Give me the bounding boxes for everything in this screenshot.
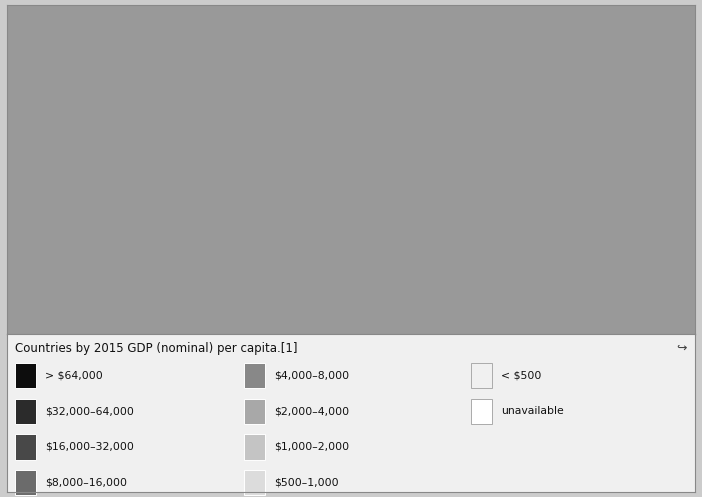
Bar xyxy=(15,434,36,460)
Text: $16,000–32,000: $16,000–32,000 xyxy=(45,442,134,452)
Text: $500–1,000: $500–1,000 xyxy=(274,478,338,488)
Bar xyxy=(244,434,265,460)
Text: $32,000–64,000: $32,000–64,000 xyxy=(45,407,134,416)
Text: $4,000–8,000: $4,000–8,000 xyxy=(274,371,349,381)
Bar xyxy=(244,470,265,495)
Bar xyxy=(15,399,36,424)
Text: $8,000–16,000: $8,000–16,000 xyxy=(45,478,127,488)
Bar xyxy=(244,363,265,388)
Bar xyxy=(15,470,36,495)
Text: unavailable: unavailable xyxy=(501,407,564,416)
Bar xyxy=(244,399,265,424)
Text: $1,000–2,000: $1,000–2,000 xyxy=(274,442,349,452)
Text: $2,000–4,000: $2,000–4,000 xyxy=(274,407,349,416)
Bar xyxy=(472,399,492,424)
Text: > $64,000: > $64,000 xyxy=(45,371,102,381)
Text: ↪: ↪ xyxy=(676,341,687,355)
Text: Countries by 2015 GDP (nominal) per capita.[1]: Countries by 2015 GDP (nominal) per capi… xyxy=(15,341,298,355)
Bar xyxy=(472,363,492,388)
Text: < $500: < $500 xyxy=(501,371,541,381)
Bar xyxy=(15,363,36,388)
